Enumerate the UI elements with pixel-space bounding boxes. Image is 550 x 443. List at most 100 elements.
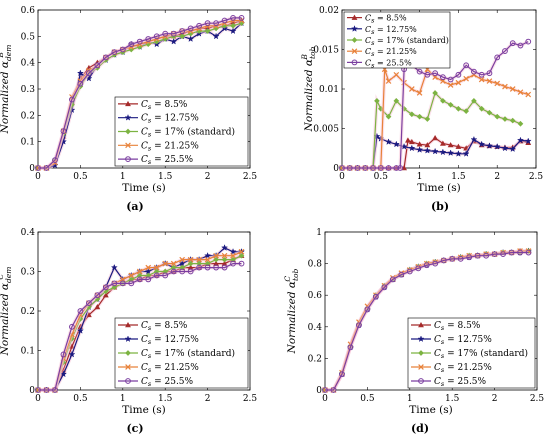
data-point: [463, 75, 469, 82]
data-point: [374, 98, 380, 104]
data-point: [517, 120, 524, 127]
data-point: [439, 74, 446, 81]
data-point: [221, 264, 228, 271]
data-point: [145, 276, 152, 283]
legend-marker: [125, 378, 131, 384]
data-point: [362, 165, 369, 171]
data-point: [94, 304, 101, 310]
data-point: [221, 256, 228, 263]
chart-panel-a: 0 0.5 1 1.5 2 2.5 0 0.1 0.2 0.3 0.4 0.5 0.6 Time (s) N…: [0, 6, 257, 213]
series-line: [38, 263, 242, 391]
x-tick-label: 1.5: [445, 394, 460, 404]
data-point: [455, 105, 462, 112]
series-line: [38, 17, 242, 169]
legend-marker: [351, 37, 358, 43]
data-point: [196, 256, 202, 263]
data-point: [517, 249, 523, 256]
data-point: [153, 264, 160, 271]
data-point: [509, 40, 516, 47]
data-point: [76, 326, 84, 334]
data-point: [440, 257, 447, 264]
data-point: [454, 150, 462, 157]
data-point: [229, 27, 237, 35]
data-point: [102, 54, 109, 61]
data-point: [478, 71, 485, 78]
data-point: [170, 37, 178, 45]
legend-label: Cs = 21.25%: [434, 363, 492, 374]
data-point: [364, 306, 371, 313]
data-point: [509, 145, 517, 153]
data-point: [69, 323, 75, 330]
x-tick-label: 2.5: [243, 394, 258, 404]
chart-panel-c: 0 0.5 1 1.5 2 2.5 0 0.1 0.2 0.3 0.4 Time (s) Normali…: [0, 228, 257, 435]
legend-marker: [418, 364, 424, 370]
data-point: [447, 82, 454, 88]
data-point: [462, 150, 470, 157]
legend: Cs = 8.5% Cs = 12.75% Cs = 17% (standard) C…: [407, 317, 536, 389]
data-point: [136, 268, 143, 275]
legend-marker: [418, 321, 424, 328]
data-point: [406, 268, 413, 275]
data-point: [393, 98, 400, 104]
legend-marker: [125, 350, 131, 356]
y-tick-label: 0.005: [313, 125, 339, 135]
data-point: [502, 83, 508, 90]
y-tick-label: 0.6: [21, 6, 36, 16]
data-point: [60, 128, 67, 135]
data-point: [60, 351, 67, 358]
data-point: [494, 113, 501, 120]
data-point: [385, 165, 392, 171]
y-axis-label: Normalized αtobC: [283, 268, 300, 354]
data-point: [128, 280, 135, 287]
data-point: [230, 260, 236, 267]
data-point: [238, 15, 245, 21]
data-point: [502, 48, 508, 54]
data-point: [76, 69, 84, 77]
data-point: [85, 300, 92, 307]
legend-label: Cs = 17% (standard): [141, 127, 235, 139]
x-tick-label: 0.5: [360, 394, 375, 404]
legend-label: Cs = 8.5%: [141, 100, 188, 111]
data-point: [416, 90, 423, 96]
data-point: [162, 272, 169, 279]
data-point: [204, 251, 212, 259]
data-point: [470, 135, 478, 143]
data-point: [381, 284, 388, 291]
data-point: [111, 49, 118, 56]
data-point: [119, 280, 126, 287]
data-point: [525, 91, 532, 98]
x-tick-label: 0.5: [374, 172, 389, 182]
legend-marker: [351, 48, 358, 55]
data-point: [474, 252, 481, 259]
data-point: [447, 101, 454, 108]
y-tick-label: 0.1: [21, 347, 35, 357]
data-point: [213, 20, 219, 27]
data-point: [145, 264, 152, 271]
data-point: [385, 78, 392, 84]
data-point: [370, 165, 376, 171]
data-point: [449, 255, 456, 262]
data-point: [432, 90, 438, 96]
data-point: [423, 146, 431, 154]
x-tick-label: 1: [120, 394, 126, 404]
x-tick-label: 0.5: [73, 172, 88, 182]
data-point: [162, 260, 169, 267]
data-point: [508, 249, 515, 256]
data-point: [424, 116, 431, 122]
data-point: [486, 109, 493, 116]
x-axis-label: Time (s): [409, 404, 452, 416]
legend-marker: [351, 14, 358, 20]
data-point: [238, 248, 245, 255]
data-point: [398, 271, 405, 278]
data-point: [493, 142, 501, 150]
x-tick-label: 2.5: [529, 172, 544, 182]
data-point: [393, 71, 400, 78]
data-point: [447, 142, 454, 148]
data-point: [204, 256, 211, 263]
x-tick-label: 2: [205, 394, 211, 404]
data-point: [110, 263, 118, 271]
data-point: [145, 36, 152, 42]
data-point: [136, 276, 143, 283]
data-point: [35, 387, 41, 393]
